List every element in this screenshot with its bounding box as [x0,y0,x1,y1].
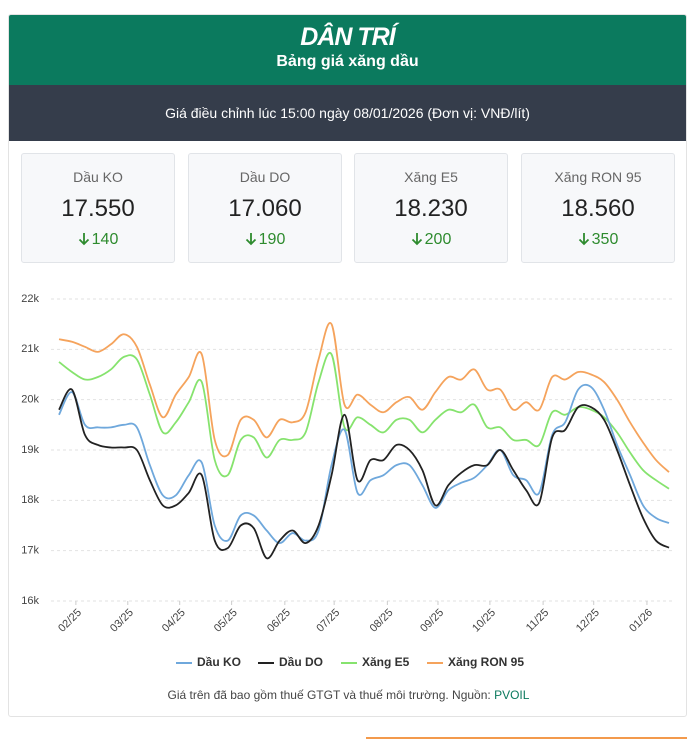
series-line [58,351,670,490]
change: 350 [522,231,674,249]
down-arrow [78,233,89,246]
down-arrow [245,233,256,246]
footnote: Giá trên đã bao gồm thuế GTGT và thuế mô… [9,688,686,702]
title: Bảng giá xăng dầu [276,53,419,70]
legend-label: Dầu KO [197,655,241,669]
subtitle: Giá điều chỉnh lúc 15:00 ngày 08/01/2026… [9,85,686,141]
change: 200 [355,231,507,249]
series-line [58,388,670,560]
y-tick-label: 17k [21,545,39,557]
price-box: Xăng RON 95 18.560 350 [521,153,675,263]
logo: DÂN TRÍ [300,23,395,51]
x-tick-label: 10/25 [470,607,498,635]
fuel-name: Xăng RON 95 [554,169,642,185]
x-tick-label: 01/26 [627,607,655,635]
x-tick-label: 08/25 [368,607,396,635]
x-tick-label: 09/25 [418,607,446,635]
price-card: DÂN TRÍ Bảng giá xăng dầu Giá điều chỉnh… [8,14,687,717]
y-tick-label: 20k [21,394,39,406]
y-tick-label: 22k [21,293,39,305]
price: 17.060 [228,195,302,222]
x-tick-label: 06/25 [265,607,293,635]
change-value: 140 [91,231,119,248]
y-tick-label: 16k [21,595,39,607]
change-value: 350 [591,231,619,248]
legend-label: Dầu DO [279,655,323,669]
fuel-name: Dầu KO [73,169,123,185]
source[interactable]: PVOIL [494,688,530,702]
fuel-name: Xăng E5 [404,169,458,185]
legend-label: Xăng RON 95 [448,655,524,669]
down-arrow [411,233,422,246]
x-tick-label: 02/25 [56,607,84,635]
y-tick-label: 18k [21,494,39,506]
price-box: Dầu DO 17.060 190 [188,153,342,263]
chart: 16k 17k 18k 19k 20k 21k 22k 02/25 03/25 04/25 05/2… [21,293,673,669]
x-tick-label: 12/25 [574,607,602,635]
accent-bar [366,737,687,739]
down-arrow [578,233,589,246]
change: 190 [189,231,341,249]
price: 17.550 [61,195,135,222]
x-tick-label: 03/25 [108,607,136,635]
price-box: Xăng E5 18.230 200 [354,153,508,263]
note: Giá trên đã bao gồm thuế GTGT và thuế mô… [167,688,491,702]
series-line [58,322,670,473]
series-line [58,383,670,545]
change: 140 [22,231,174,249]
legend-label: Xăng E5 [362,655,410,669]
x-tick-label: 11/25 [524,607,551,634]
price: 18.560 [561,195,635,222]
y-tick-label: 21k [21,343,39,355]
header: DÂN TRÍ Bảng giá xăng dầu [9,15,686,85]
x-tick-label: 04/25 [160,607,188,635]
price: 18.230 [394,195,468,222]
price-box: Dầu KO 17.550 140 [21,153,175,263]
x-tick-label: 07/25 [314,607,342,635]
change-value: 200 [424,231,452,248]
y-tick-label: 19k [21,444,39,456]
change-value: 190 [258,231,286,248]
x-tick-label: 05/25 [212,607,240,635]
fuel-name: Dầu DO [239,169,291,185]
